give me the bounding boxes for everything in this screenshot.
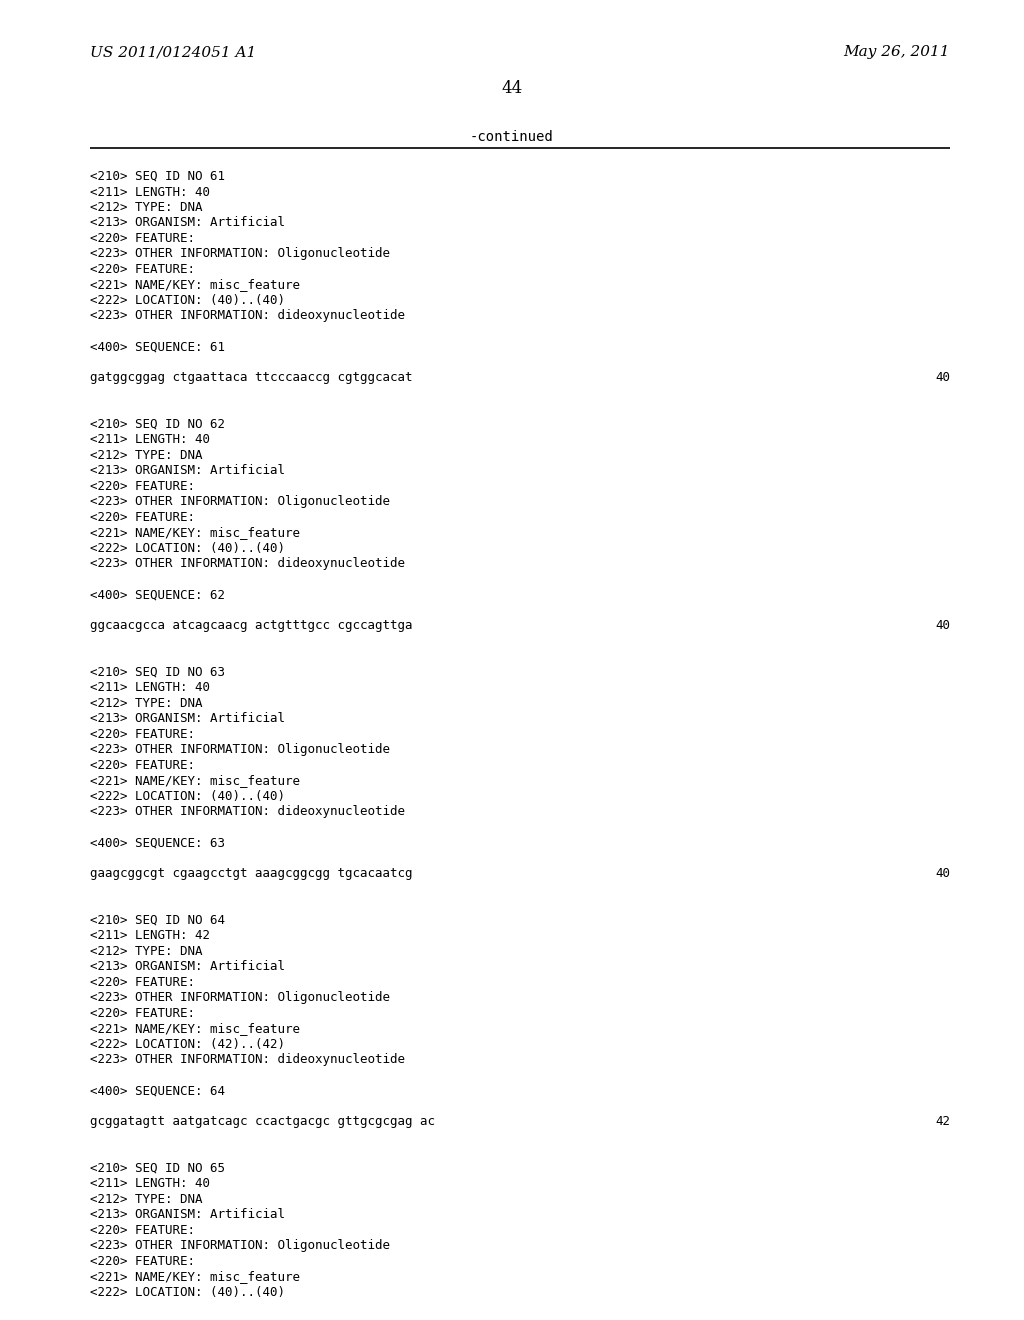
Text: <223> OTHER INFORMATION: Oligonucleotide: <223> OTHER INFORMATION: Oligonucleotide bbox=[90, 743, 390, 756]
Text: <221> NAME/KEY: misc_feature: <221> NAME/KEY: misc_feature bbox=[90, 279, 300, 292]
Text: gatggcggag ctgaattaca ttcccaaccg cgtggcacat: gatggcggag ctgaattaca ttcccaaccg cgtggca… bbox=[90, 371, 413, 384]
Text: 44: 44 bbox=[502, 81, 522, 96]
Text: <221> NAME/KEY: misc_feature: <221> NAME/KEY: misc_feature bbox=[90, 1023, 300, 1035]
Text: <221> NAME/KEY: misc_feature: <221> NAME/KEY: misc_feature bbox=[90, 1270, 300, 1283]
Text: <220> FEATURE:: <220> FEATURE: bbox=[90, 232, 195, 246]
Text: <221> NAME/KEY: misc_feature: <221> NAME/KEY: misc_feature bbox=[90, 527, 300, 540]
Text: <223> OTHER INFORMATION: Oligonucleotide: <223> OTHER INFORMATION: Oligonucleotide bbox=[90, 1239, 390, 1253]
Text: 40: 40 bbox=[935, 867, 950, 880]
Text: <212> TYPE: DNA: <212> TYPE: DNA bbox=[90, 1193, 203, 1206]
Text: <213> ORGANISM: Artificial: <213> ORGANISM: Artificial bbox=[90, 1209, 285, 1221]
Text: <213> ORGANISM: Artificial: <213> ORGANISM: Artificial bbox=[90, 465, 285, 478]
Text: <220> FEATURE:: <220> FEATURE: bbox=[90, 1224, 195, 1237]
Text: US 2011/0124051 A1: US 2011/0124051 A1 bbox=[90, 45, 256, 59]
Text: <212> TYPE: DNA: <212> TYPE: DNA bbox=[90, 449, 203, 462]
Text: <222> LOCATION: (40)..(40): <222> LOCATION: (40)..(40) bbox=[90, 543, 285, 554]
Text: <223> OTHER INFORMATION: dideoxynucleotide: <223> OTHER INFORMATION: dideoxynucleoti… bbox=[90, 557, 406, 570]
Text: -continued: -continued bbox=[470, 129, 554, 144]
Text: gaagcggcgt cgaagcctgt aaagcggcgg tgcacaatcg: gaagcggcgt cgaagcctgt aaagcggcgg tgcacaa… bbox=[90, 867, 413, 880]
Text: <221> NAME/KEY: misc_feature: <221> NAME/KEY: misc_feature bbox=[90, 775, 300, 788]
Text: <223> OTHER INFORMATION: Oligonucleotide: <223> OTHER INFORMATION: Oligonucleotide bbox=[90, 991, 390, 1005]
Text: gcggatagtt aatgatcagc ccactgacgc gttgcgcgag ac: gcggatagtt aatgatcagc ccactgacgc gttgcgc… bbox=[90, 1115, 435, 1129]
Text: <400> SEQUENCE: 61: <400> SEQUENCE: 61 bbox=[90, 341, 225, 354]
Text: <210> SEQ ID NO 65: <210> SEQ ID NO 65 bbox=[90, 1162, 225, 1175]
Text: May 26, 2011: May 26, 2011 bbox=[844, 45, 950, 59]
Text: <220> FEATURE:: <220> FEATURE: bbox=[90, 480, 195, 492]
Text: <223> OTHER INFORMATION: dideoxynucleotide: <223> OTHER INFORMATION: dideoxynucleoti… bbox=[90, 309, 406, 322]
Text: <222> LOCATION: (40)..(40): <222> LOCATION: (40)..(40) bbox=[90, 789, 285, 803]
Text: <220> FEATURE:: <220> FEATURE: bbox=[90, 1007, 195, 1020]
Text: <211> LENGTH: 42: <211> LENGTH: 42 bbox=[90, 929, 210, 942]
Text: <400> SEQUENCE: 62: <400> SEQUENCE: 62 bbox=[90, 589, 225, 602]
Text: 40: 40 bbox=[935, 619, 950, 632]
Text: <213> ORGANISM: Artificial: <213> ORGANISM: Artificial bbox=[90, 961, 285, 973]
Text: <220> FEATURE:: <220> FEATURE: bbox=[90, 1255, 195, 1269]
Text: <220> FEATURE:: <220> FEATURE: bbox=[90, 975, 195, 989]
Text: <212> TYPE: DNA: <212> TYPE: DNA bbox=[90, 697, 203, 710]
Text: <212> TYPE: DNA: <212> TYPE: DNA bbox=[90, 945, 203, 958]
Text: <220> FEATURE:: <220> FEATURE: bbox=[90, 759, 195, 772]
Text: <213> ORGANISM: Artificial: <213> ORGANISM: Artificial bbox=[90, 216, 285, 230]
Text: <223> OTHER INFORMATION: Oligonucleotide: <223> OTHER INFORMATION: Oligonucleotide bbox=[90, 495, 390, 508]
Text: <220> FEATURE:: <220> FEATURE: bbox=[90, 729, 195, 741]
Text: <222> LOCATION: (40)..(40): <222> LOCATION: (40)..(40) bbox=[90, 294, 285, 308]
Text: <223> OTHER INFORMATION: Oligonucleotide: <223> OTHER INFORMATION: Oligonucleotide bbox=[90, 247, 390, 260]
Text: <400> SEQUENCE: 64: <400> SEQUENCE: 64 bbox=[90, 1085, 225, 1097]
Text: <222> LOCATION: (42)..(42): <222> LOCATION: (42)..(42) bbox=[90, 1038, 285, 1051]
Text: <211> LENGTH: 40: <211> LENGTH: 40 bbox=[90, 433, 210, 446]
Text: <220> FEATURE:: <220> FEATURE: bbox=[90, 263, 195, 276]
Text: 42: 42 bbox=[935, 1115, 950, 1129]
Text: <213> ORGANISM: Artificial: <213> ORGANISM: Artificial bbox=[90, 713, 285, 726]
Text: <223> OTHER INFORMATION: dideoxynucleotide: <223> OTHER INFORMATION: dideoxynucleoti… bbox=[90, 1053, 406, 1067]
Text: <211> LENGTH: 40: <211> LENGTH: 40 bbox=[90, 681, 210, 694]
Text: <210> SEQ ID NO 62: <210> SEQ ID NO 62 bbox=[90, 418, 225, 432]
Text: <210> SEQ ID NO 63: <210> SEQ ID NO 63 bbox=[90, 667, 225, 678]
Text: <210> SEQ ID NO 64: <210> SEQ ID NO 64 bbox=[90, 913, 225, 927]
Text: <211> LENGTH: 40: <211> LENGTH: 40 bbox=[90, 186, 210, 198]
Text: <212> TYPE: DNA: <212> TYPE: DNA bbox=[90, 201, 203, 214]
Text: 40: 40 bbox=[935, 371, 950, 384]
Text: <211> LENGTH: 40: <211> LENGTH: 40 bbox=[90, 1177, 210, 1191]
Text: <220> FEATURE:: <220> FEATURE: bbox=[90, 511, 195, 524]
Text: ggcaacgcca atcagcaacg actgtttgcc cgccagttga: ggcaacgcca atcagcaacg actgtttgcc cgccagt… bbox=[90, 619, 413, 632]
Text: <210> SEQ ID NO 61: <210> SEQ ID NO 61 bbox=[90, 170, 225, 183]
Text: <400> SEQUENCE: 63: <400> SEQUENCE: 63 bbox=[90, 837, 225, 850]
Text: <222> LOCATION: (40)..(40): <222> LOCATION: (40)..(40) bbox=[90, 1286, 285, 1299]
Text: <223> OTHER INFORMATION: dideoxynucleotide: <223> OTHER INFORMATION: dideoxynucleoti… bbox=[90, 805, 406, 818]
